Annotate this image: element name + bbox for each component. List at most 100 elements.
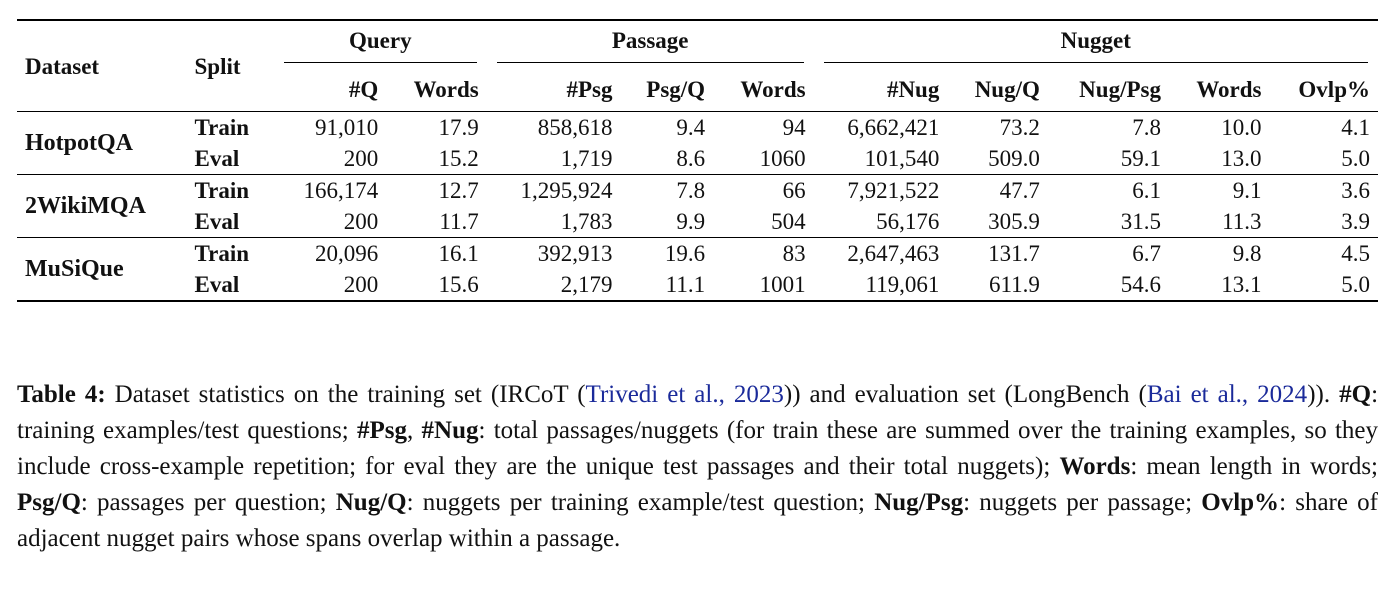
caption-text: : share of adjacent nugget pairs whose s… (17, 489, 1378, 552)
table-cell: 858,618 (486, 111, 621, 143)
table-cell: 7.8 (620, 174, 714, 206)
table-cell: 1,719 (560, 146, 613, 171)
table-caption: Table 4: Dataset statistics on the train… (17, 377, 1378, 557)
table-cell: 8.6 (676, 146, 706, 171)
citation-link[interactable]: Trivedi et al., 2023 (585, 381, 784, 408)
table-cell: 101,540 (864, 146, 940, 171)
header-group-query: Query (273, 19, 487, 67)
caption-term: #Q (1339, 381, 1372, 408)
header-dataset: Dataset (17, 19, 187, 112)
split-label: Train (186, 174, 274, 206)
caption-text: Dataset statistics on the training set (… (105, 381, 586, 408)
table-cell: 1060 (759, 146, 806, 171)
split-label: Eval (194, 209, 240, 234)
table-cell: 1,783 (560, 209, 613, 234)
table-cell: 47.7 (947, 174, 1048, 206)
caption-text: : nuggets per training example/test ques… (406, 489, 875, 516)
table-cell: 166,174 (273, 174, 387, 206)
table-cell: 305.9 (988, 209, 1040, 234)
table-cell: 11.1 (620, 269, 714, 302)
caption-text: , (407, 417, 422, 444)
header-row-groups: Dataset Split Query Passage Nugget (17, 19, 1378, 112)
table-cell: 504 (771, 209, 806, 234)
table-cell: 6,662,421 (813, 111, 948, 143)
header-nugget-col: Nug/Q (974, 76, 1040, 102)
table-cell: 200 (343, 146, 379, 171)
table-cell: 73.2 (947, 111, 1048, 143)
table-cell: 66 (713, 174, 814, 206)
table-cell: 7,921,522 (813, 174, 948, 206)
caption-term: Nug/Psg (874, 489, 964, 516)
dataset-name: 2WikiMQA (17, 174, 187, 238)
table-cell: 509.0 (988, 146, 1040, 171)
table-cell: 19.6 (620, 237, 714, 269)
table-cell: 15.6 (386, 269, 487, 302)
header-nugget-col: Nug/Psg (1079, 76, 1161, 102)
table-cell: 3.6 (1269, 174, 1378, 206)
header-nugget-col: Words (1196, 76, 1262, 102)
table-cell: 16.1 (386, 237, 487, 269)
table-cell: 1001 (713, 269, 814, 302)
caption-term: Nug/Q (335, 489, 407, 516)
split-label: Train (186, 111, 274, 143)
table-row: HotpotQA Train 91,010 17.9 858,618 9.4 94 6,662… (17, 111, 1378, 175)
caption-term: Psg/Q (17, 489, 81, 516)
table-row: MuSiQue Train 20,096 16.1 392,913 19.6 83 2,647… (17, 237, 1378, 302)
header-nugget-col: Ovlp% (1298, 76, 1370, 102)
table-cell: 9.9 (676, 209, 706, 234)
citation-link[interactable]: Bai et al., 2024 (1146, 381, 1308, 408)
table-cell: 5.0 (1341, 146, 1370, 171)
caption-term: #Nug (421, 417, 479, 444)
table-cell: 15.2 (438, 146, 479, 171)
table-row: Eval 200 15.6 2,179 11.1 1001 119,061 611.9 54.6… (17, 269, 1378, 302)
caption-text: : passages per question; (80, 489, 336, 516)
table-cell: 59.1 (1120, 146, 1161, 171)
table-row: Eval 200 11.7 1,783 9.9 504 56,176 305.9 31.5 11.… (17, 206, 1378, 238)
caption-text: : total passages/nuggets (for train thes… (17, 417, 1378, 480)
table-body: HotpotQA Train 91,010 17.9 858,618 9.4 94 6,662… (17, 111, 1378, 302)
table-cell: 2,179 (486, 269, 621, 302)
table-cell: 91,010 (273, 111, 387, 143)
header-split: Split (186, 19, 274, 112)
caption-term: Words (1059, 453, 1131, 480)
caption-text: : training examples/test questions; (17, 381, 1379, 444)
table-cell: 20,096 (273, 237, 387, 269)
table-cell: 10.0 (1168, 111, 1270, 143)
caption-text: )) and evaluation set (LongBench ( (783, 381, 1147, 408)
split-label: Eval (194, 146, 240, 171)
statistics-table: Dataset Split Query Passage Nugget #Q Wor… (17, 19, 1378, 302)
table-cell: 3.9 (1341, 209, 1370, 234)
caption-label: Table 4: (17, 381, 106, 408)
table-cell: 9.4 (620, 111, 714, 143)
table-cell: 4.5 (1269, 237, 1378, 269)
caption-text: : nuggets per passage; (963, 489, 1202, 516)
split-label: Eval (186, 269, 274, 302)
table-cell: 7.8 (1047, 111, 1169, 143)
table-cell: 200 (343, 209, 379, 234)
table-cell: 119,061 (813, 269, 948, 302)
table-cell: 12.7 (386, 174, 487, 206)
table-cell: 4.1 (1269, 111, 1378, 143)
table-cell: 13.1 (1168, 269, 1270, 302)
table-cell: 1,295,924 (486, 174, 621, 206)
table-cell: 11.7 (439, 209, 479, 234)
header-query-col: Words (413, 76, 479, 102)
dataset-name: HotpotQA (17, 111, 187, 175)
caption-text: )). (1307, 381, 1340, 408)
table-cell: 9.1 (1168, 174, 1270, 206)
table-cell: 6.7 (1047, 237, 1169, 269)
table-cell: 2,647,463 (813, 237, 948, 269)
table-cell: 56,176 (876, 209, 940, 234)
header-passage-col: Psg/Q (646, 76, 706, 102)
table-row: Eval 200 15.2 1,719 8.6 1060 101,540 509.0 59.1 1… (17, 143, 1378, 175)
header-passage-col: #Psg (566, 76, 613, 102)
split-label: Train (186, 237, 274, 269)
header-row-columns: #Q Words #Psg Psg/Q Words #Nug Nug/Q Nug/Psg Wor… (17, 67, 1378, 112)
table-cell: 9.8 (1168, 237, 1270, 269)
table-cell: 13.0 (1221, 146, 1262, 171)
header-group-nugget: Nugget (813, 19, 1378, 67)
header-query-col: #Q (348, 76, 379, 102)
table-cell: 611.9 (947, 269, 1048, 302)
table-cell: 11.3 (1222, 209, 1262, 234)
table-cell: 392,913 (486, 237, 621, 269)
